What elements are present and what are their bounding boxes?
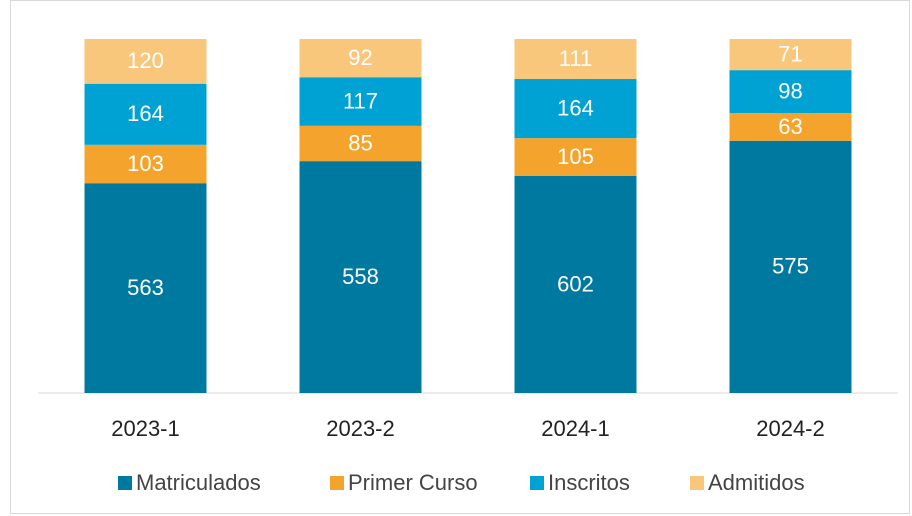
bar-segment — [729, 70, 852, 114]
bar-segment — [299, 161, 422, 393]
data-label: 602 — [557, 271, 594, 296]
bar-segment — [299, 77, 422, 126]
legend-label: Inscritos — [548, 470, 630, 495]
bar-segment — [729, 113, 852, 141]
bar-segment — [84, 83, 207, 145]
bar-segment — [729, 140, 852, 393]
bar-segment — [84, 183, 207, 393]
legend-label: Admitidos — [708, 470, 805, 495]
data-label: 71 — [778, 41, 802, 66]
legend-swatch — [530, 476, 544, 490]
x-tick-label: 2023-1 — [111, 416, 180, 441]
x-tick-label: 2023-2 — [326, 416, 395, 441]
bar-segment — [514, 79, 637, 139]
legend-swatch — [690, 476, 704, 490]
chart-frame — [10, 0, 910, 514]
legend-label: Primer Curso — [348, 470, 478, 495]
data-label: 120 — [127, 48, 164, 73]
data-label: 98 — [778, 78, 802, 103]
data-label: 117 — [343, 88, 378, 113]
legend-label: Matriculados — [136, 470, 261, 495]
legend-swatch — [330, 476, 344, 490]
x-tick-label: 2024-1 — [541, 416, 610, 441]
data-label: 92 — [348, 45, 372, 70]
data-label: 558 — [342, 264, 379, 289]
bar-segment — [299, 125, 422, 162]
data-label: 103 — [127, 151, 164, 176]
bar-segment — [729, 39, 852, 71]
bar-segment — [299, 39, 422, 78]
bar-segment — [84, 144, 207, 184]
x-tick-label: 2024-2 — [756, 416, 825, 441]
data-label: 63 — [778, 114, 802, 139]
data-label: 563 — [127, 275, 164, 300]
data-label: 164 — [127, 101, 164, 126]
legend-swatch — [118, 476, 132, 490]
bar-segment — [84, 39, 207, 84]
data-label: 105 — [557, 144, 594, 169]
data-label: 85 — [348, 130, 372, 155]
data-label: 111 — [559, 46, 592, 71]
bar-segment — [514, 175, 637, 393]
bar-segment — [514, 138, 637, 176]
bar-segment — [514, 39, 637, 80]
data-label: 164 — [557, 95, 594, 120]
data-label: 575 — [772, 254, 809, 279]
